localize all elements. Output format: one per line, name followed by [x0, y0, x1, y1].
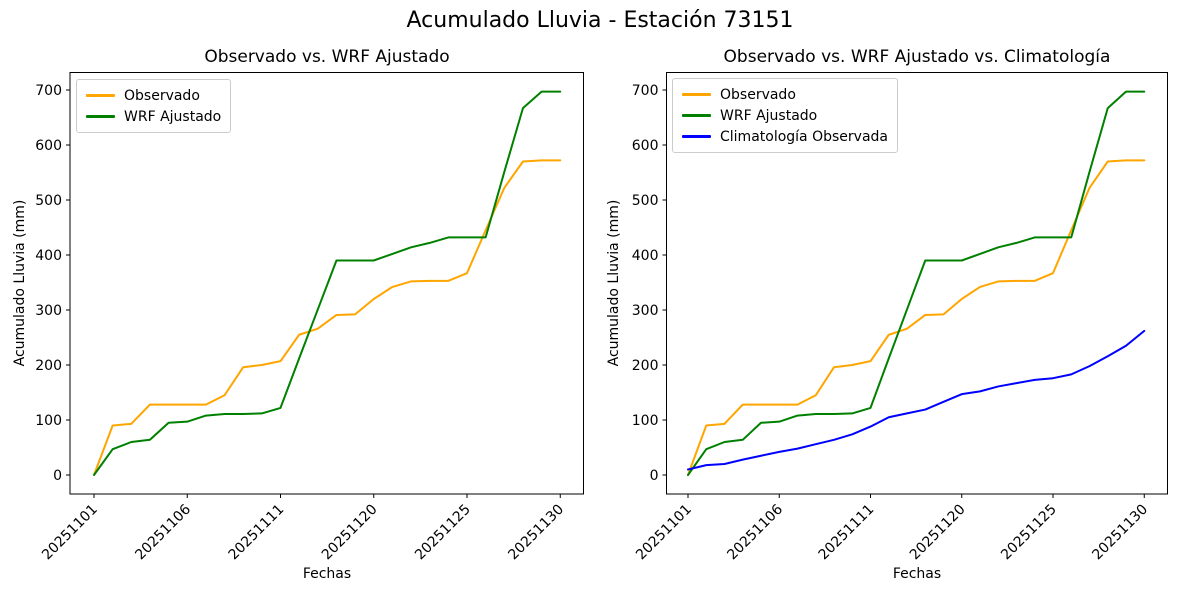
y-tick-label: 300 — [632, 303, 659, 319]
y-tick-label: 500 — [632, 193, 659, 209]
series-line-wrf-ajustado — [93, 90, 562, 476]
x-tick-label: 20251125 — [998, 502, 1060, 564]
legend-label: Observado — [720, 86, 796, 103]
y-tick-label: 300 — [35, 303, 62, 319]
legend-line-swatch — [682, 114, 711, 117]
y-tick-label: 400 — [632, 248, 659, 264]
legend-line-swatch — [86, 115, 115, 118]
legend-left: Observado WRF Ajustado — [76, 79, 232, 133]
y-tick-label: 400 — [35, 248, 62, 264]
x-tick-label: 20251120 — [319, 502, 381, 564]
x-tick-label: 20251130 — [1089, 502, 1151, 564]
x-tick-label: 20251125 — [412, 502, 474, 564]
axes-box — [69, 72, 584, 495]
y-tick-label: 600 — [35, 138, 62, 154]
x-tick-label: 20251111 — [816, 502, 878, 564]
x-tick-label: 20251120 — [907, 502, 969, 564]
x-axis-label-right: Fechas — [892, 566, 942, 582]
y-tick-label: 100 — [632, 413, 659, 429]
legend-right: Observado WRF Ajustado Climatología Observ… — [672, 78, 898, 153]
legend-entry: WRF Ajustado — [682, 105, 888, 126]
subplot-title-right: Observado vs. WRF Ajustado vs. Climatolo… — [723, 47, 1111, 67]
legend-label: WRF Ajustado — [720, 107, 818, 124]
legend-line-swatch — [86, 94, 115, 97]
y-tick-label: 500 — [35, 193, 62, 209]
y-axis-label-right: Acumulado Lluvia (mm) — [606, 199, 622, 367]
y-tick-label: 0 — [53, 468, 62, 484]
series-line-climatología-observada — [687, 329, 1146, 471]
x-tick-label: 20251130 — [505, 502, 567, 564]
y-tick-label: 200 — [632, 358, 659, 374]
legend-line-swatch — [682, 93, 711, 96]
x-axis-label-left: Fechas — [302, 566, 352, 582]
legend-entry: Observado — [86, 85, 221, 106]
y-tick-label: 0 — [650, 468, 659, 484]
legend-label: Climatología Observada — [720, 128, 888, 145]
y-axis-label-left: Acumulado Lluvia (mm) — [12, 199, 28, 367]
series-line-wrf-ajustado — [687, 90, 1146, 476]
x-tick-label: 20251106 — [724, 501, 786, 563]
y-tick-label: 200 — [35, 358, 62, 374]
axes-box — [666, 72, 1168, 495]
y-tick-label: 700 — [35, 83, 62, 99]
subplot-title-left: Observado vs. WRF Ajustado — [204, 47, 450, 67]
y-tick-label: 700 — [632, 83, 659, 99]
legend-line-swatch — [682, 135, 711, 138]
legend-label: WRF Ajustado — [124, 108, 222, 125]
legend-entry: Observado — [682, 84, 888, 105]
y-tick-label: 600 — [632, 138, 659, 154]
x-tick-label: 20251101 — [633, 502, 695, 564]
x-tick-label: 20251101 — [39, 502, 101, 564]
legend-label: Observado — [124, 87, 200, 104]
figure-title: Acumulado Lluvia - Estación 73151 — [406, 8, 794, 33]
y-tick-label: 100 — [35, 413, 62, 429]
x-tick-label: 20251111 — [226, 502, 288, 564]
x-tick-label: 20251106 — [132, 501, 194, 563]
legend-entry: Climatología Observada — [682, 126, 888, 147]
legend-entry: WRF Ajustado — [86, 106, 221, 127]
